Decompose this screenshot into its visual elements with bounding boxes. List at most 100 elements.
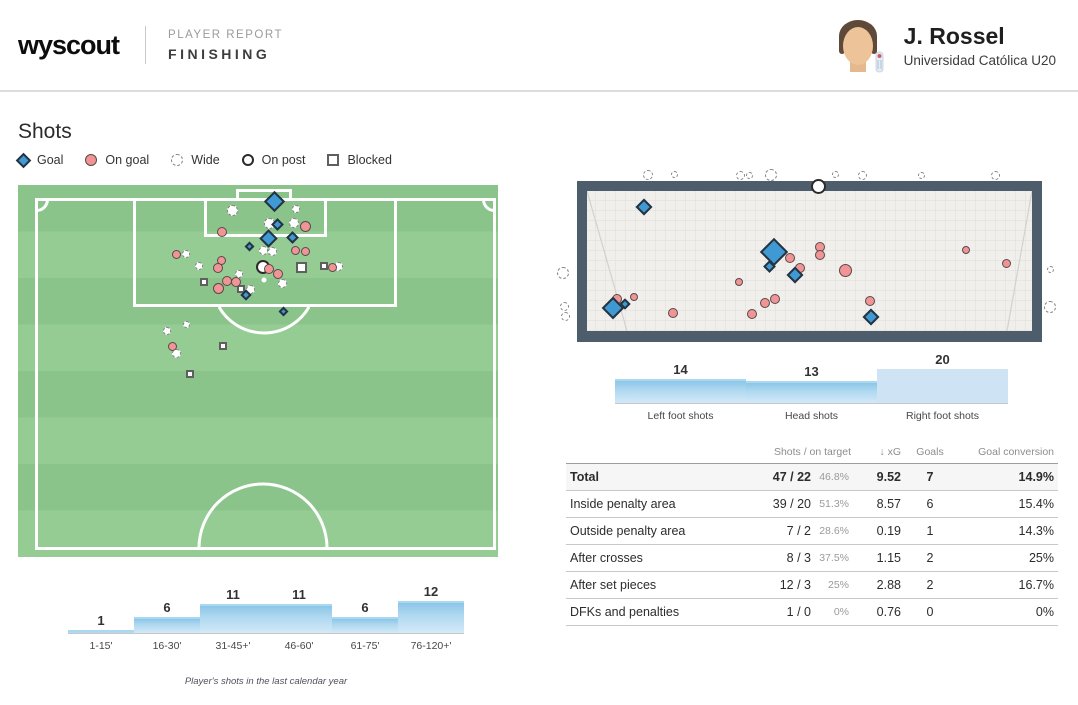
bar [746,380,877,403]
table-cell-shots: 12 / 3 [779,578,811,592]
table-cell-shots: 39 / 20 [772,497,811,511]
goal-shot-map [545,160,1065,355]
legend-item-on_goal: On goal [85,153,149,167]
shot-marker-on_goal [212,282,224,294]
blocked-icon [327,154,340,166]
table-cell-label: After set pieces [570,578,657,592]
table-cell-pct: 46.8% [819,471,849,483]
table-cell-goals: 6 [926,497,934,511]
table-cell-conv: 15.4% [1018,497,1054,511]
shot-marker-wide [735,170,745,180]
shot-marker-on_goal [1001,258,1011,268]
shot-marker-wide [745,171,753,179]
shot-marker-wide [195,262,203,270]
table-cell-goals: 1 [926,524,934,538]
bar [615,379,746,403]
bar-category-label: 16-30' [152,640,182,652]
player-block: J. Rossel Universidad Católica U20 [832,14,1060,76]
col-header-shots: Shots / on target [773,445,851,458]
report-type-label: PLAYER REPORT [168,28,283,41]
table-cell-shots: 7 / 2 [786,524,811,538]
on_post-icon [241,154,254,166]
table-body: Total 47 / 22 46.8% 9.52 7 14.9% Inside penalt… [566,464,1058,626]
legend-item-on_post: On post [241,153,306,167]
col-header-conversion: Goal conversion [978,445,1054,458]
shot-marker-on_goal [264,264,274,274]
table-cell-conv: 16.7% [1018,578,1054,592]
table-cell-pct: 37.5% [819,552,849,564]
shot-marker-blocked [320,262,328,270]
shot-marker-wide [990,170,1000,180]
table-cell-goals: 7 [926,470,934,484]
shot-marker-on_goal [231,277,241,287]
shot-marker-blocked [200,278,208,286]
shot-marker-on_goal [865,296,875,306]
shot-marker-wide [258,245,268,255]
pitch-shot-map [18,185,498,557]
chart-baseline [615,403,1008,404]
shot-marker-on_goal [962,246,970,254]
table-cell-label: Total [570,470,599,484]
table-cell-label: Inside penalty area [570,497,676,511]
table-cell-label: After crosses [570,551,643,565]
col-header-xg[interactable]: ↓ xG [879,445,901,458]
shot-marker-wide [857,170,867,180]
bar [332,617,398,633]
shot-marker-wide [765,169,777,181]
shot-marker-on_goal [300,246,310,256]
shot-marker-on_goal [838,263,852,277]
table-row: Outside penalty area 7 / 2 28.6% 0.19 1 14.3% [566,518,1058,545]
legend-label: Blocked [347,153,392,167]
shot-marker-on_goal [668,308,678,318]
shot-marker-wide [182,250,190,258]
table-row: DFKs and penalties 1 / 0 0% 0.76 0 0% [566,599,1058,626]
shot-marker-wide [1044,301,1056,313]
table-row: Total 47 / 22 46.8% 9.52 7 14.9% [566,464,1058,491]
table-cell-label: DFKs and penalties [570,605,680,619]
table-cell-shots: 47 / 22 [772,470,811,484]
bar-category-label: Head shots [784,410,839,422]
legend-item-goal: Goal [15,152,63,168]
shot-marker-on_goal [217,227,227,237]
shot-marker-blocked [237,285,245,293]
bar [134,617,200,633]
on_goal-icon [85,154,98,166]
player-name: J. Rossel [903,22,1005,49]
table-cell-pct: 51.3% [819,498,849,510]
table-row: After set pieces 12 / 3 25% 2.88 2 16.7% [566,572,1058,599]
wide-icon [171,154,184,166]
shot-marker-wide [182,320,190,328]
table-cell-conv: 14.9% [1018,470,1054,484]
shot-marker-wide [917,171,925,179]
bar [398,601,464,633]
shot-marker-blocked [295,261,307,273]
player-info: J. Rossel Universidad Católica U20 [904,23,1056,68]
bar-value: 13 [804,363,819,379]
avatar-icon [838,20,884,73]
penalty-spot [261,277,267,283]
col-header-goals: Goals [916,445,944,458]
report-name-label: FINISHING [168,45,271,62]
bar-category-label: 1-15' [89,640,113,652]
table-cell-xg: 0.19 [876,524,901,538]
bar-value: 6 [163,600,171,616]
shot-marker-on_post [810,178,826,194]
shot-marker-on_goal [770,294,780,304]
shot-marker-on_goal [785,253,795,263]
goal-frame [577,181,1042,342]
table-cell-conv: 0% [1035,605,1054,619]
legend-label: On post [261,153,306,167]
bar [266,603,332,633]
shot-marker-wide [559,301,569,311]
table-cell-goals: 2 [926,551,934,565]
shot-marker-wide [670,170,678,178]
shot-marker-wide [560,311,570,321]
bar-category-label: 76-120+' [410,640,452,652]
kit-icon [875,51,884,73]
table-header-row: Shots / on target ↓ xG Goals Goal conver… [566,440,1058,464]
app-header: wyscout PLAYER REPORT FINISHING [0,0,1078,92]
legend-label: Wide [191,153,220,167]
table-cell-pct: 28.6% [819,525,849,537]
shot-marker-on_goal [290,245,300,255]
table-cell-pct: 0% [833,606,849,618]
